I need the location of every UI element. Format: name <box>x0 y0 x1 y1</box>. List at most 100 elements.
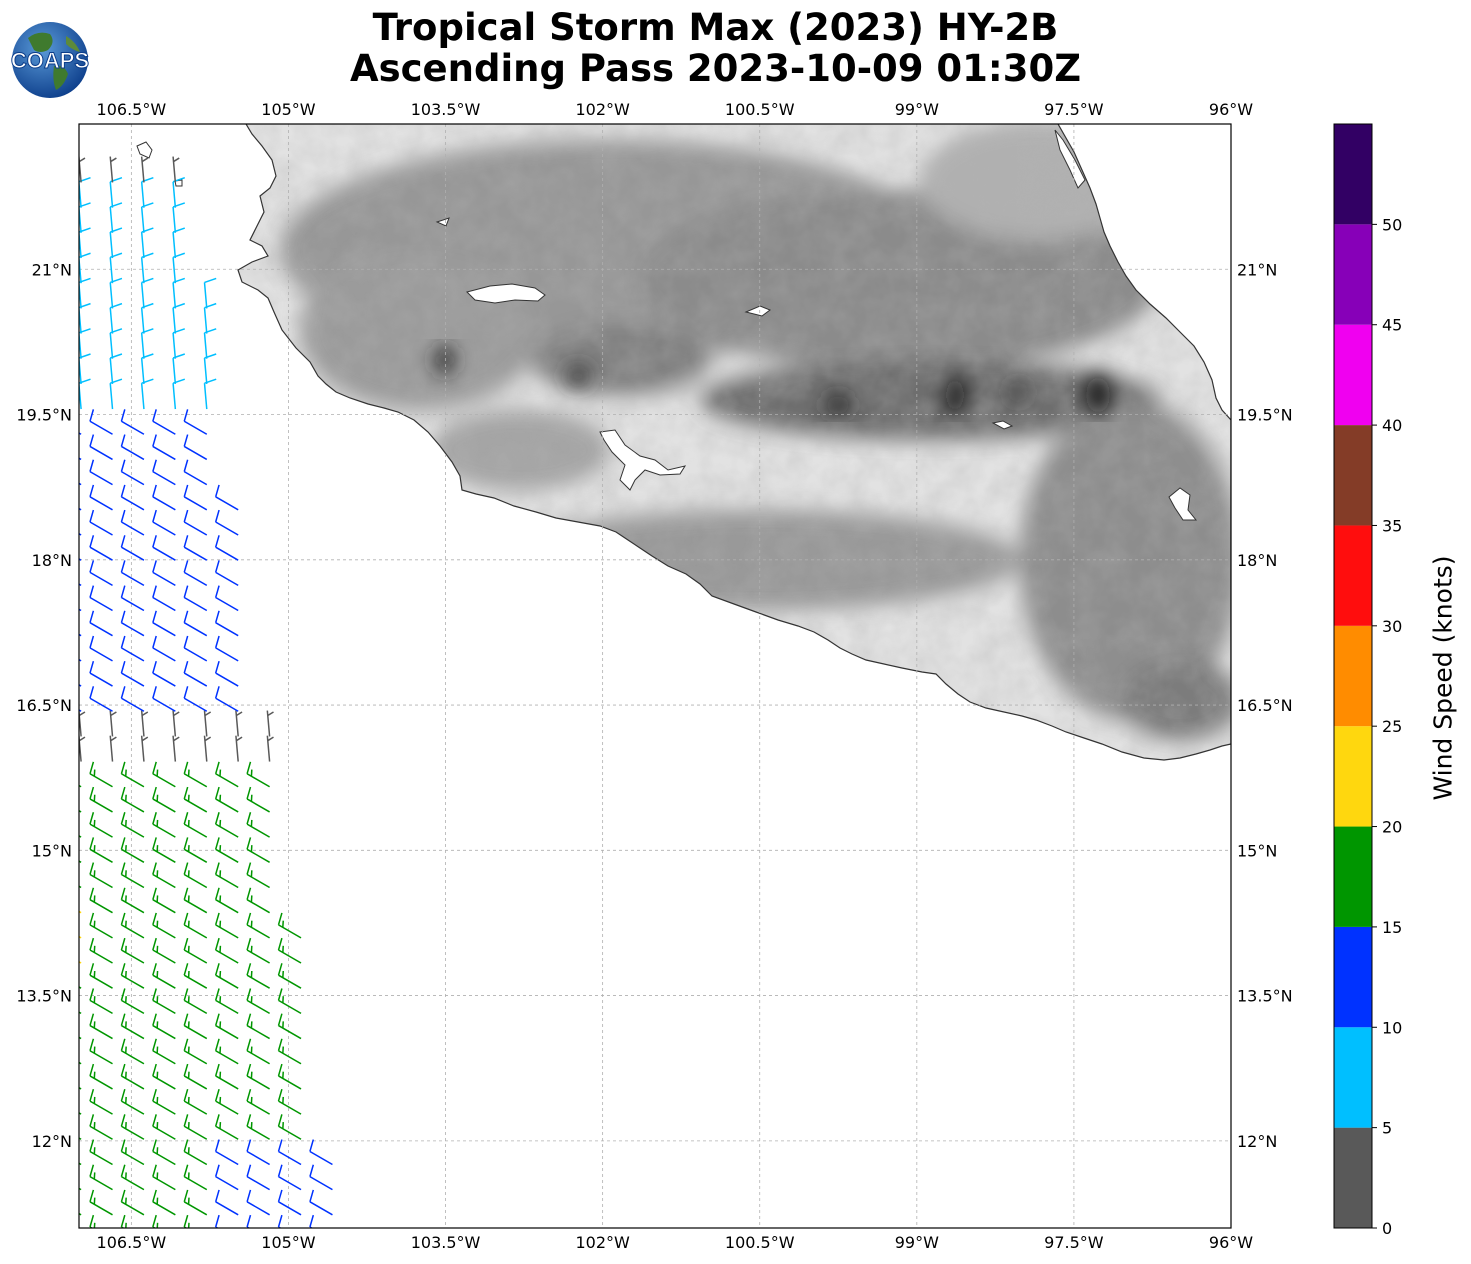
wind-barb <box>277 1139 302 1166</box>
wind-barb <box>214 937 239 964</box>
wind-barb <box>246 988 270 1015</box>
wind-barb <box>203 277 217 309</box>
wind-barb <box>246 1013 270 1040</box>
wind-barb <box>183 585 208 612</box>
wind-barb <box>152 937 176 964</box>
longitude-labels-bottom: 106.5°W 105°W 103.5°W 102°W 100.5°W 99°W 97.5°… <box>97 1233 1254 1252</box>
wind-barb <box>89 1063 113 1090</box>
colorbar-bin <box>1334 224 1372 325</box>
wind-barb <box>89 837 113 863</box>
wind-barb <box>59 1215 82 1240</box>
wind-barb <box>214 686 239 712</box>
wind-barb <box>89 1013 113 1040</box>
wind-barb <box>79 835 82 838</box>
wind-barb <box>214 610 239 637</box>
lat-tick-label: 18°N <box>32 551 72 570</box>
wind-barb <box>152 635 176 662</box>
wind-barb <box>214 761 239 788</box>
wind-barb <box>140 735 149 762</box>
lon-tick-label: 99°W <box>895 100 939 119</box>
wind-barb <box>183 1089 208 1115</box>
wind-barb <box>214 1139 239 1166</box>
map-frame <box>78 123 1232 1229</box>
wind-barb <box>277 963 302 989</box>
wind-barb <box>120 1164 145 1191</box>
wind-barb <box>120 988 145 1015</box>
wind-barb <box>152 1114 176 1140</box>
wind-barb <box>140 710 149 737</box>
wind-barb <box>183 988 208 1015</box>
lon-tick-label: 97.5°W <box>1044 100 1104 119</box>
wind-barb <box>89 786 113 813</box>
lon-tick-label: 96°W <box>1209 100 1253 119</box>
wind-barb <box>246 1114 270 1140</box>
wind-barb <box>183 1164 208 1191</box>
wind-barb <box>152 887 176 914</box>
svg-text:COAPS: COAPS <box>11 48 89 73</box>
wind-barb <box>152 837 176 863</box>
lon-tick-label: 106.5°W <box>97 1233 167 1252</box>
wind-barb <box>246 1164 270 1191</box>
colorbar-bin <box>1334 1027 1372 1128</box>
wind-barb <box>120 1038 145 1065</box>
wind-barb <box>277 1189 302 1216</box>
wind-barb <box>89 1038 113 1065</box>
wind-barb <box>246 1089 270 1115</box>
wind-barb <box>89 560 113 586</box>
wind-barb <box>183 560 208 586</box>
wind-barb <box>79 1112 82 1115</box>
lon-tick-label: 106.5°W <box>97 100 167 119</box>
colorbar-label: Wind Speed (knots) <box>1428 555 1458 801</box>
wind-barb <box>246 812 270 838</box>
wind-barb <box>183 509 208 536</box>
lat-tick-label: 12°N <box>1237 1132 1277 1151</box>
wind-barb <box>152 1013 176 1040</box>
wind-barb <box>89 887 113 914</box>
wind-barb <box>309 1214 315 1228</box>
wind-barb <box>120 937 145 964</box>
wind-barb <box>120 484 145 511</box>
wind-barb <box>89 963 113 989</box>
wind-barb <box>309 1139 333 1166</box>
colorbar-tick-labels: 0 5 10 15 20 25 30 35 40 45 50 <box>1372 215 1402 1238</box>
wind-barb <box>214 887 239 914</box>
wind-barb <box>277 912 302 939</box>
wind-barb <box>152 786 176 813</box>
wind-barb <box>214 560 239 586</box>
wind-barb <box>120 635 145 662</box>
wind-barb <box>214 837 239 863</box>
wind-barb <box>277 1038 302 1065</box>
wind-barb <box>89 459 113 486</box>
wind-barb <box>183 1038 208 1065</box>
wind-barb <box>246 786 270 813</box>
wind-barb <box>120 912 145 939</box>
wind-barb <box>214 585 239 612</box>
colorbar-bin <box>1334 124 1372 225</box>
wind-barb <box>120 761 145 788</box>
wind-barb <box>214 862 239 889</box>
wind-barb <box>79 809 82 813</box>
wind-barb <box>214 1214 220 1228</box>
wind-barb <box>89 761 113 788</box>
wind-barb <box>277 1164 302 1191</box>
wind-barb <box>89 434 113 461</box>
chart-title-line1: Tropical Storm Max (2023) HY-2B <box>372 6 1059 49</box>
wind-barb <box>214 484 239 511</box>
wind-barb <box>266 710 274 737</box>
wind-barb <box>120 887 145 914</box>
lake-chapala <box>466 283 546 304</box>
lat-tick-label: 19.5°N <box>1237 406 1293 425</box>
wind-barb <box>152 1089 176 1115</box>
wind-barb <box>79 532 82 536</box>
wind-barb <box>89 509 113 536</box>
wind-barb <box>183 459 208 486</box>
wind-barb <box>152 1164 176 1191</box>
colorbar-bin <box>1334 625 1372 727</box>
wind-barb <box>89 635 113 662</box>
wind-barb <box>183 409 208 435</box>
wind-barb <box>246 937 270 964</box>
wind-barb <box>183 686 208 712</box>
wind-barb <box>120 862 145 889</box>
wind-barb <box>89 535 113 561</box>
wind-barb <box>152 862 176 889</box>
